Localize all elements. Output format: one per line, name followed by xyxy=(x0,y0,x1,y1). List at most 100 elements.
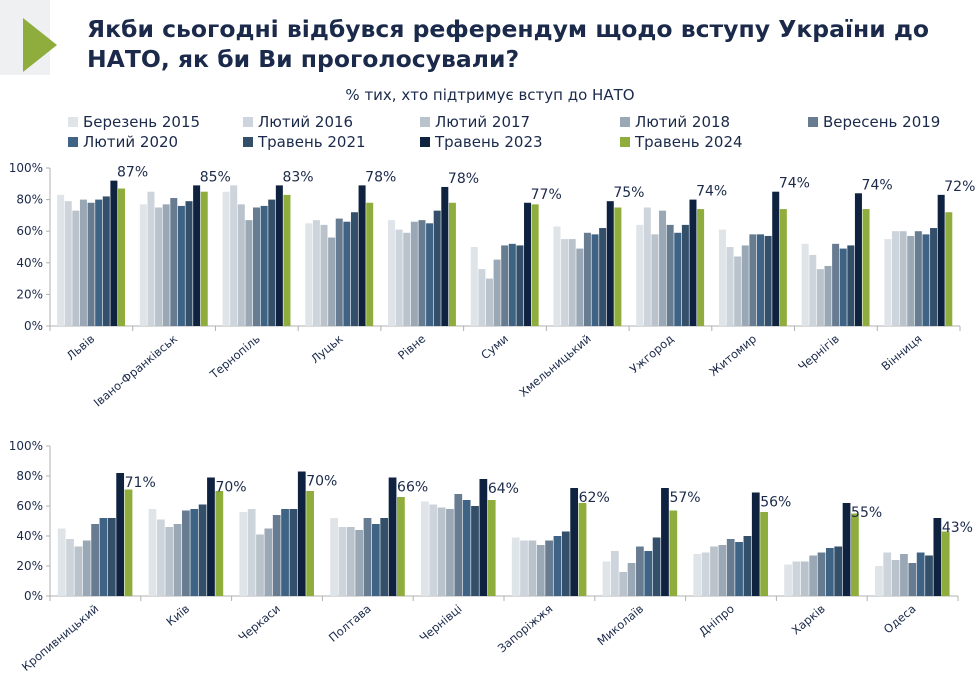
bar-Вересень 2019 xyxy=(726,539,735,596)
category-label: Хмельницький xyxy=(516,332,593,400)
category-label: Рівне xyxy=(395,332,428,363)
category-label: Харків xyxy=(789,601,828,637)
bar-Травень 2021 xyxy=(834,546,843,596)
bar-Лютий 2018 xyxy=(809,555,818,596)
bar-Травень 2024 xyxy=(779,209,787,326)
bar-Лютий 2018 xyxy=(173,524,182,596)
bar-Лютий 2020 xyxy=(735,542,743,596)
bar-Вересень 2019 xyxy=(749,234,757,326)
bar-Березень 2015 xyxy=(511,537,520,596)
legend-item: Лютий 2020 xyxy=(68,133,178,151)
y-tick-label: 0% xyxy=(24,319,43,333)
bar-Лютий 2017 xyxy=(800,561,809,596)
legend-label: Лютий 2017 xyxy=(435,113,531,131)
bar-Лютий 2018 xyxy=(355,530,364,596)
legend-item: Травень 2023 xyxy=(420,133,543,151)
bar-Березень 2015 xyxy=(139,204,147,326)
bar-Лютий 2020 xyxy=(371,524,380,596)
bar-Лютий 2018 xyxy=(718,545,727,596)
legend: Березень 2015 Лютий 2016 Лютий 2017 Лютий 2… xyxy=(0,113,980,155)
legend-item: Травень 2024 xyxy=(620,133,743,151)
bar-Лютий 2017 xyxy=(899,231,907,326)
bar-Вересень 2019 xyxy=(253,207,261,326)
bar-Травень 2021 xyxy=(289,509,298,596)
bar-Вересень 2019 xyxy=(272,515,281,596)
data-label: 71% xyxy=(125,475,156,491)
bar-Лютий 2016 xyxy=(64,201,72,326)
bar-Травень 2024 xyxy=(862,209,870,326)
bar-Березень 2015 xyxy=(884,239,892,326)
data-label: 43% xyxy=(942,520,973,536)
category-label: Миколаїв xyxy=(594,601,646,648)
bar-Травень 2023 xyxy=(570,488,579,596)
bar-Лютий 2020 xyxy=(756,234,764,326)
bar-Вересень 2019 xyxy=(501,245,509,326)
bar-Березень 2015 xyxy=(801,243,809,326)
legend-swatch xyxy=(68,117,78,127)
bar-Лютий 2018 xyxy=(264,528,273,596)
bar-Травень 2021 xyxy=(107,518,116,596)
bar-Травень 2024 xyxy=(118,188,126,326)
bar-Травень 2024 xyxy=(760,512,768,596)
bar-Березень 2015 xyxy=(693,554,702,596)
bar-Лютий 2017 xyxy=(72,210,80,326)
bar-Лютий 2017 xyxy=(528,540,537,596)
bar-Травень 2021 xyxy=(433,210,441,326)
y-tick-label: 60% xyxy=(16,224,43,238)
bar-Травень 2023 xyxy=(275,185,283,326)
bar-Вересень 2019 xyxy=(832,243,840,326)
bar-Лютий 2020 xyxy=(190,509,199,596)
bar-Лютий 2020 xyxy=(343,221,351,326)
bar-Лютий 2020 xyxy=(553,536,562,596)
y-tick-label: 60% xyxy=(16,499,43,513)
bar-Травень 2023 xyxy=(193,185,201,326)
bar-Лютий 2018 xyxy=(245,220,253,326)
bar-Лютий 2017 xyxy=(165,527,174,596)
bar-Вересень 2019 xyxy=(636,546,644,596)
category-label: Київ xyxy=(163,601,192,628)
bar-Травень 2021 xyxy=(925,555,933,596)
legend-item: Лютий 2016 xyxy=(243,113,353,131)
bar-Травень 2023 xyxy=(388,477,397,596)
bar-Травень 2023 xyxy=(524,202,532,326)
bar-Лютий 2018 xyxy=(576,248,584,326)
bar-Травень 2023 xyxy=(116,473,125,596)
bar-Травень 2023 xyxy=(772,191,780,326)
chart-subtitle: % тих, хто підтримує вступ до НАТО xyxy=(345,86,635,104)
bar-Лютий 2016 xyxy=(701,552,710,596)
data-label: 55% xyxy=(851,505,882,521)
data-label: 66% xyxy=(397,480,428,496)
bar-Вересень 2019 xyxy=(91,524,99,596)
bar-Травень 2024 xyxy=(614,207,622,326)
legend-label: Лютий 2016 xyxy=(258,113,354,131)
bar-Вересень 2019 xyxy=(87,202,95,326)
bar-Травень 2021 xyxy=(185,201,193,326)
bar-Травень 2024 xyxy=(283,194,291,326)
bar-Лютий 2018 xyxy=(627,563,636,596)
bar-Березень 2015 xyxy=(553,226,561,326)
bar-Лютий 2018 xyxy=(493,259,501,326)
bar-Лютий 2017 xyxy=(155,207,163,326)
bar-Травень 2023 xyxy=(110,180,118,326)
bar-Травень 2021 xyxy=(380,518,389,596)
category-label: Запоріжжя xyxy=(495,602,555,656)
data-label: 72% xyxy=(944,179,975,195)
bar-Травень 2023 xyxy=(854,193,862,326)
category-label: Львів xyxy=(64,331,98,363)
data-label: 70% xyxy=(306,474,337,490)
bar-Лютий 2018 xyxy=(328,237,336,326)
legend-label: Травень 2024 xyxy=(635,133,743,151)
page-title: Якби сьогодні відбувся референдум щодо в… xyxy=(87,15,930,73)
bar-Лютий 2016 xyxy=(395,229,403,326)
bar-Лютий 2020 xyxy=(426,223,434,326)
category-label: Житомир xyxy=(706,332,759,379)
bar-Березень 2015 xyxy=(421,501,429,596)
category-label: Дніпро xyxy=(696,602,737,639)
legend-label: Березень 2015 xyxy=(83,113,201,131)
bar-Травень 2021 xyxy=(681,224,689,326)
y-tick-label: 40% xyxy=(16,529,43,543)
bar-Травень 2021 xyxy=(930,228,938,326)
bar-Лютий 2020 xyxy=(95,199,103,326)
bar-Лютий 2020 xyxy=(591,234,599,326)
bar-Лютий 2016 xyxy=(809,254,817,326)
